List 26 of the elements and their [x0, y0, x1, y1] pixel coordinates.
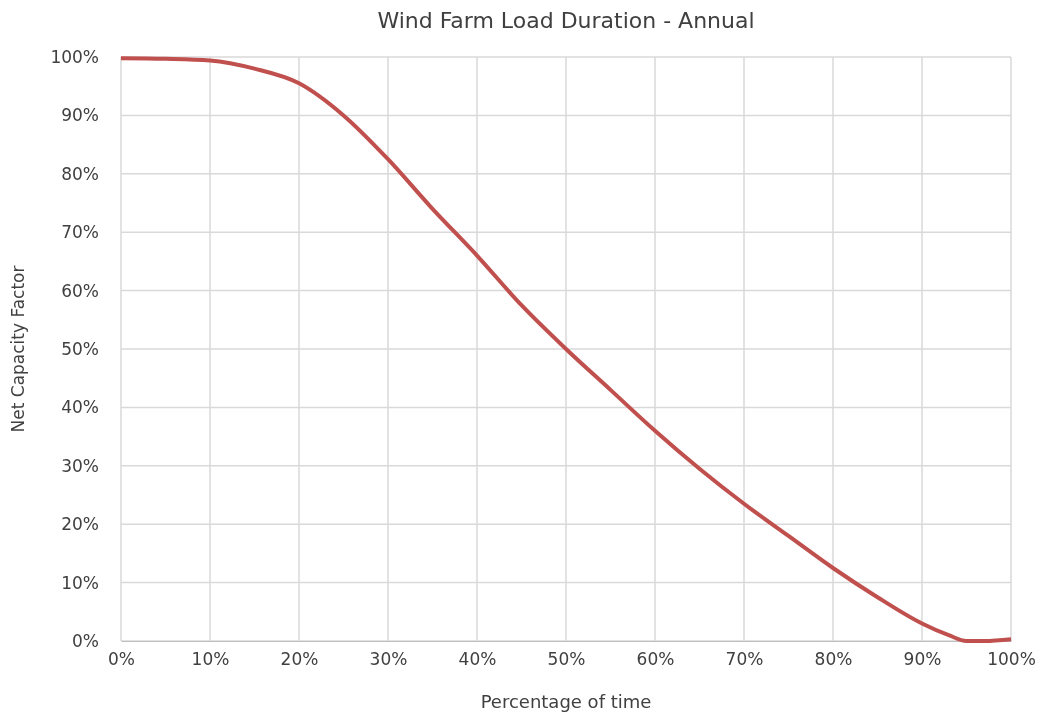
x-tick-label: 100% — [987, 649, 1036, 670]
x-tick-label: 60% — [636, 649, 675, 670]
y-axis-title: Net Capacity Factor — [8, 265, 28, 433]
x-axis-title: Percentage of time — [480, 691, 652, 712]
y-tick-label: 30% — [61, 455, 99, 476]
x-tick-label: 30% — [369, 649, 408, 670]
y-tick-label: 70% — [61, 222, 99, 243]
y-tick-label: 10% — [61, 572, 99, 593]
chart-title: Wind Farm Load Duration - Annual — [377, 8, 755, 33]
y-tick-label: 80% — [61, 163, 99, 184]
x-tick-label: 10% — [191, 649, 230, 670]
y-tick-label: 100% — [50, 46, 99, 67]
x-tick-label: 40% — [458, 649, 497, 670]
y-tick-label: 50% — [61, 338, 99, 359]
x-tick-label: 70% — [725, 649, 764, 670]
x-tick-label: 0% — [108, 649, 135, 670]
x-tick-label: 50% — [547, 649, 586, 670]
y-tick-label: 40% — [61, 397, 99, 418]
y-tick-label: 90% — [61, 105, 99, 126]
y-tick-label: 60% — [61, 280, 99, 301]
line-series — [119, 56, 1013, 643]
y-tick-label: 0% — [72, 630, 99, 651]
y-tick-label: 20% — [61, 514, 99, 535]
x-tick-label: 80% — [814, 649, 853, 670]
x-tick-label: 90% — [903, 649, 942, 670]
x-tick-label: 20% — [280, 649, 319, 670]
